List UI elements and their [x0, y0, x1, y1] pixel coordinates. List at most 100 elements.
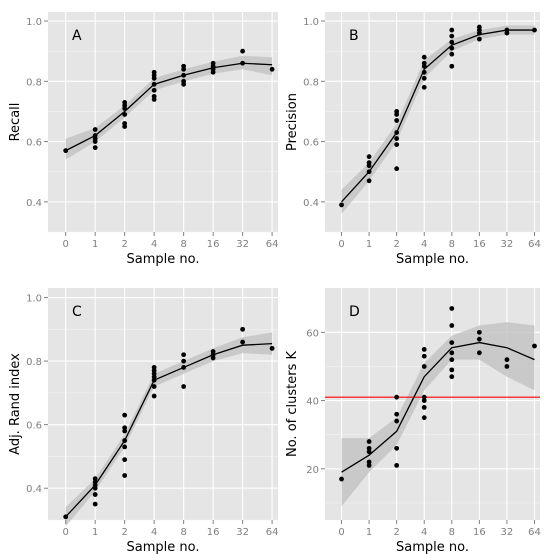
confidence-ribbon: [65, 332, 273, 527]
data-point: [151, 87, 157, 93]
data-point: [394, 130, 400, 135]
data-point: [92, 127, 98, 132]
data-point: [366, 439, 372, 444]
x-tick-label: 1: [92, 239, 98, 250]
y-tick-label: 1.0: [26, 17, 42, 28]
data-point: [366, 449, 372, 455]
data-point: [151, 81, 157, 87]
data-point: [151, 384, 157, 389]
chart-panel-a: 0.4 0.6 0.8 1.0 0 1 2 4 8 16 32 64 Sample no. Recall A: [8, 12, 278, 267]
data-point: [240, 326, 246, 332]
x-tick-label: 0: [63, 239, 69, 250]
x-tick-label: 2: [121, 527, 127, 538]
data-point: [394, 463, 400, 468]
x-tick-label: 16: [473, 527, 486, 538]
data-point: [504, 357, 510, 363]
data-point: [394, 109, 400, 114]
data-point: [122, 457, 128, 463]
data-point: [532, 343, 537, 349]
x-tick-label: 0: [338, 239, 344, 250]
y-tick-label: 0.6: [26, 138, 42, 149]
x-tick-label: 2: [121, 239, 127, 250]
data-point: [92, 133, 98, 138]
data-point: [394, 136, 400, 141]
y-tick-label: 0.8: [303, 77, 319, 88]
chart-panel-b: 0.4 0.6 0.8 1.0 0 1 2 4 8 16 32 64 Sample no. Precisi…: [285, 12, 541, 267]
data-point: [181, 384, 187, 389]
data-point: [122, 112, 128, 117]
data-point: [421, 398, 427, 403]
data-point: [366, 459, 372, 465]
y-tick-label: 0.6: [303, 138, 319, 149]
panel-label: B: [349, 28, 359, 44]
data-point: [151, 93, 157, 99]
x-tick-label: 4: [421, 239, 427, 250]
data-point: [210, 349, 216, 354]
data-point: [449, 63, 455, 69]
x-tick-label: 32: [501, 527, 514, 538]
y-tick-label: 1.0: [303, 17, 319, 28]
data-point: [122, 438, 128, 443]
y-axis-title: No. of clusters K: [285, 351, 300, 457]
y-tick-label: 0.4: [303, 198, 319, 209]
data-point: [366, 178, 372, 184]
x-tick-label: 64: [528, 527, 541, 538]
data-point: [421, 347, 427, 352]
data-point: [122, 444, 128, 450]
data-point: [421, 54, 427, 60]
data-point: [394, 118, 400, 123]
data-point: [122, 473, 128, 478]
chart-panel-d: 20 40 60 0 1 2 4 8 16 32 64 Sample no. No. of cluste…: [285, 288, 541, 554]
data-point: [122, 100, 128, 105]
x-axis-title: Sample no.: [127, 252, 200, 267]
confidence-ribbon: [341, 322, 535, 507]
y-tick-label: 0.8: [26, 357, 42, 368]
data-point: [394, 445, 400, 451]
data-point: [240, 339, 246, 345]
data-point: [421, 405, 427, 410]
x-tick-label: 32: [236, 239, 249, 250]
data-point: [63, 514, 69, 520]
data-point: [476, 350, 482, 356]
x-axis-title: Sample no.: [396, 540, 469, 554]
x-tick-label: 1: [366, 239, 372, 250]
data-point: [421, 69, 427, 75]
data-point: [210, 60, 216, 66]
data-point: [449, 306, 455, 311]
data-point: [532, 27, 537, 33]
x-tick-label: 8: [449, 239, 455, 250]
y-axis-title: Adj. Rand index: [8, 353, 23, 455]
data-point: [449, 340, 455, 345]
data-point: [339, 476, 344, 482]
data-point: [504, 27, 510, 33]
data-point: [394, 166, 400, 172]
data-point: [394, 418, 400, 424]
y-axis-title: Recall: [8, 103, 23, 142]
data-point: [421, 84, 427, 90]
data-point: [476, 336, 482, 342]
y-tick-label: 1.0: [26, 294, 42, 305]
data-point: [449, 367, 455, 373]
data-point: [449, 323, 455, 328]
data-point: [92, 476, 98, 482]
x-tick-label: 4: [151, 527, 157, 538]
panel-background: [48, 288, 278, 520]
data-point: [449, 51, 455, 57]
smooth-line: [65, 62, 273, 152]
x-tick-label: 8: [449, 527, 455, 538]
panel-background: [48, 12, 278, 232]
smooth-line: [341, 341, 535, 473]
data-point: [63, 148, 69, 154]
x-tick-label: 64: [528, 239, 541, 250]
data-point: [449, 374, 455, 380]
data-point: [366, 463, 372, 468]
data-point: [181, 352, 187, 358]
y-axis-title: Precision: [285, 93, 300, 151]
x-tick-label: 1: [92, 527, 98, 538]
data-point: [449, 357, 455, 363]
data-point: [122, 121, 128, 126]
x-tick-label: 8: [180, 527, 186, 538]
y-tick-label: 0.6: [26, 421, 42, 432]
data-point: [421, 364, 427, 369]
x-tick-label: 2: [393, 239, 399, 250]
